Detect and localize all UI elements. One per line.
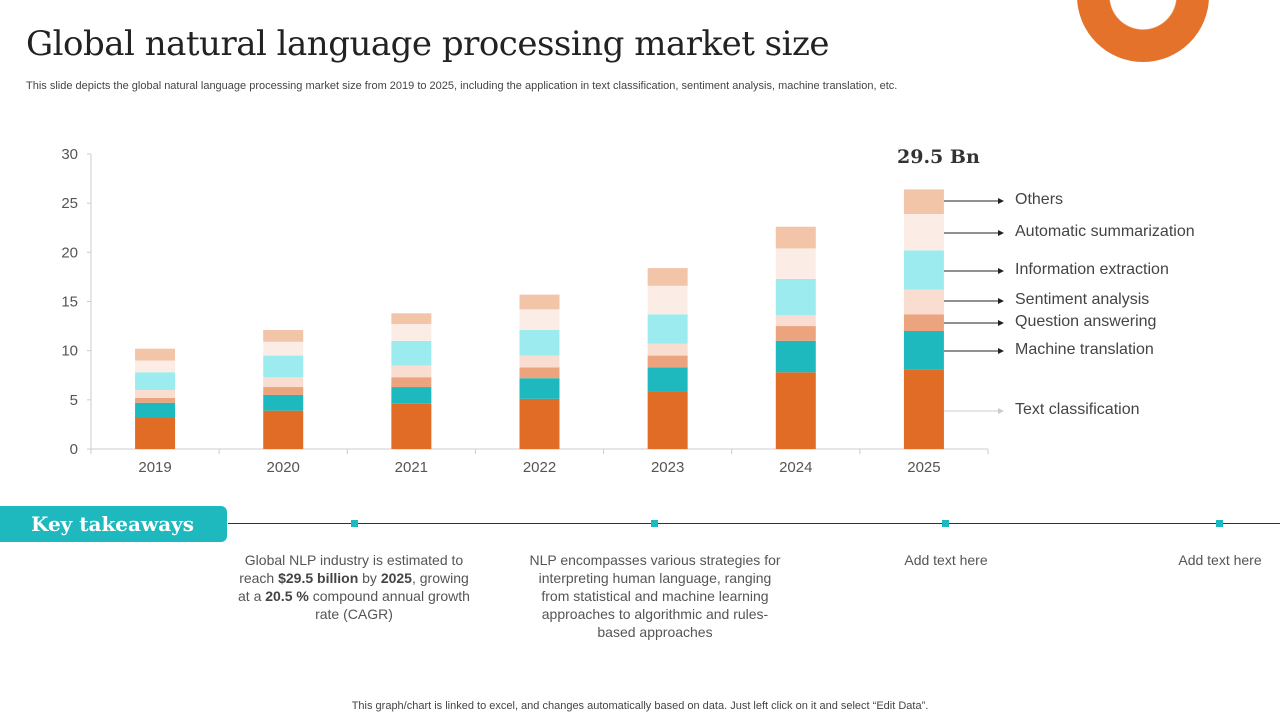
bar-segment[interactable] — [647, 285, 688, 315]
bar-segment[interactable] — [263, 394, 304, 411]
bar-segment[interactable] — [391, 387, 432, 404]
page-subtitle: This slide depicts the global natural la… — [26, 80, 898, 92]
bar-segment[interactable] — [775, 248, 816, 279]
bar-segment[interactable] — [647, 367, 688, 392]
bar-segment[interactable] — [135, 360, 176, 373]
footer-note: This graph/chart is linked to excel, and… — [351, 700, 929, 712]
bar-segment[interactable] — [519, 294, 560, 310]
timeline-dot — [651, 520, 658, 527]
bar-segment[interactable] — [647, 355, 688, 368]
bar-segment[interactable] — [903, 331, 944, 370]
takeaway-4[interactable]: Add text here — [1178, 552, 1262, 568]
bar-segment[interactable] — [775, 315, 816, 327]
legend-item: Others — [1015, 191, 1064, 208]
bar-segment[interactable] — [263, 387, 304, 395]
timeline-line — [228, 523, 1280, 524]
bar-segment[interactable] — [135, 348, 176, 361]
bar-segment[interactable] — [647, 391, 688, 449]
bar-segment[interactable] — [519, 309, 560, 331]
arrow-head-icon — [998, 408, 1004, 414]
bar-segment[interactable] — [903, 213, 944, 251]
bar-segment[interactable] — [903, 289, 944, 315]
y-tick-label: 25 — [61, 195, 78, 212]
legend-item: Text classification — [1015, 401, 1140, 418]
bar-segment[interactable] — [135, 397, 176, 403]
bar-segment[interactable] — [391, 313, 432, 325]
takeaway-1: Global NLP industry is estimated to reac… — [238, 552, 470, 622]
bar-segment[interactable] — [263, 341, 304, 356]
x-tick-label: 2023 — [651, 459, 684, 476]
arrow-head-icon — [998, 298, 1004, 304]
bar-segment[interactable] — [775, 326, 816, 341]
legend-item: Sentiment analysis — [1015, 291, 1150, 308]
legend-item: Question answering — [1015, 313, 1157, 330]
bar-segment[interactable] — [135, 390, 176, 398]
y-tick-label: 15 — [61, 294, 78, 311]
bar-segment[interactable] — [519, 378, 560, 399]
timeline-dot — [1216, 520, 1223, 527]
bar-segment[interactable] — [135, 417, 176, 449]
bar-segment[interactable] — [775, 278, 816, 316]
bar-segment[interactable] — [647, 343, 688, 356]
arrow-head-icon — [998, 198, 1004, 204]
key-takeaways-label: Key takeaways — [0, 506, 227, 542]
x-tick-label: 2024 — [779, 459, 812, 476]
bar-segment[interactable] — [263, 355, 304, 378]
takeaway-2: NLP encompasses various strategies for i… — [529, 552, 781, 640]
bar-segment[interactable] — [903, 369, 944, 449]
y-tick-label: 10 — [61, 343, 78, 360]
bar-segment[interactable] — [647, 314, 688, 344]
bar-segment[interactable] — [391, 403, 432, 449]
y-tick-label: 30 — [61, 146, 78, 163]
legend-item: Automatic summarization — [1015, 223, 1195, 240]
x-tick-label: 2020 — [267, 459, 300, 476]
bar-segment[interactable] — [775, 340, 816, 373]
bar-segment[interactable] — [519, 398, 560, 449]
bar-segment[interactable] — [519, 330, 560, 356]
timeline-dot — [351, 520, 358, 527]
bar-segment[interactable] — [263, 410, 304, 449]
arrow-head-icon — [998, 348, 1004, 354]
legend-item: Information extraction — [1015, 261, 1169, 278]
takeaway-3[interactable]: Add text here — [904, 552, 988, 568]
arrow-head-icon — [998, 268, 1004, 274]
arrow-head-icon — [998, 320, 1004, 326]
bar-segment[interactable] — [263, 330, 304, 342]
x-tick-label: 2021 — [395, 459, 428, 476]
timeline-dot — [942, 520, 949, 527]
y-tick-label: 20 — [61, 244, 78, 261]
bar-segment[interactable] — [135, 402, 176, 418]
bar-segment[interactable] — [263, 377, 304, 388]
x-tick-label: 2025 — [907, 459, 940, 476]
legend-item: Machine translation — [1015, 341, 1154, 358]
bar-segment[interactable] — [391, 324, 432, 341]
bar-segment[interactable] — [391, 340, 432, 366]
x-tick-label: 2022 — [523, 459, 556, 476]
bar-segment[interactable] — [903, 250, 944, 290]
bar-segment[interactable] — [135, 372, 176, 390]
arrow-head-icon — [998, 230, 1004, 236]
x-tick-label: 2019 — [138, 459, 171, 476]
bar-segment[interactable] — [903, 189, 944, 214]
y-tick-label: 0 — [70, 441, 78, 458]
total-2025-label: 29.5 Bn — [897, 146, 980, 168]
bar-segment[interactable] — [391, 365, 432, 378]
bar-segment[interactable] — [775, 372, 816, 449]
y-tick-label: 5 — [70, 392, 78, 409]
bar-segment[interactable] — [391, 377, 432, 388]
bar-segment[interactable] — [519, 367, 560, 379]
bar-segment[interactable] — [903, 314, 944, 331]
bar-segment[interactable] — [647, 268, 688, 286]
bar-segment[interactable] — [519, 355, 560, 368]
page-title: Global natural language processing marke… — [26, 24, 830, 64]
bar-segment[interactable] — [775, 226, 816, 249]
